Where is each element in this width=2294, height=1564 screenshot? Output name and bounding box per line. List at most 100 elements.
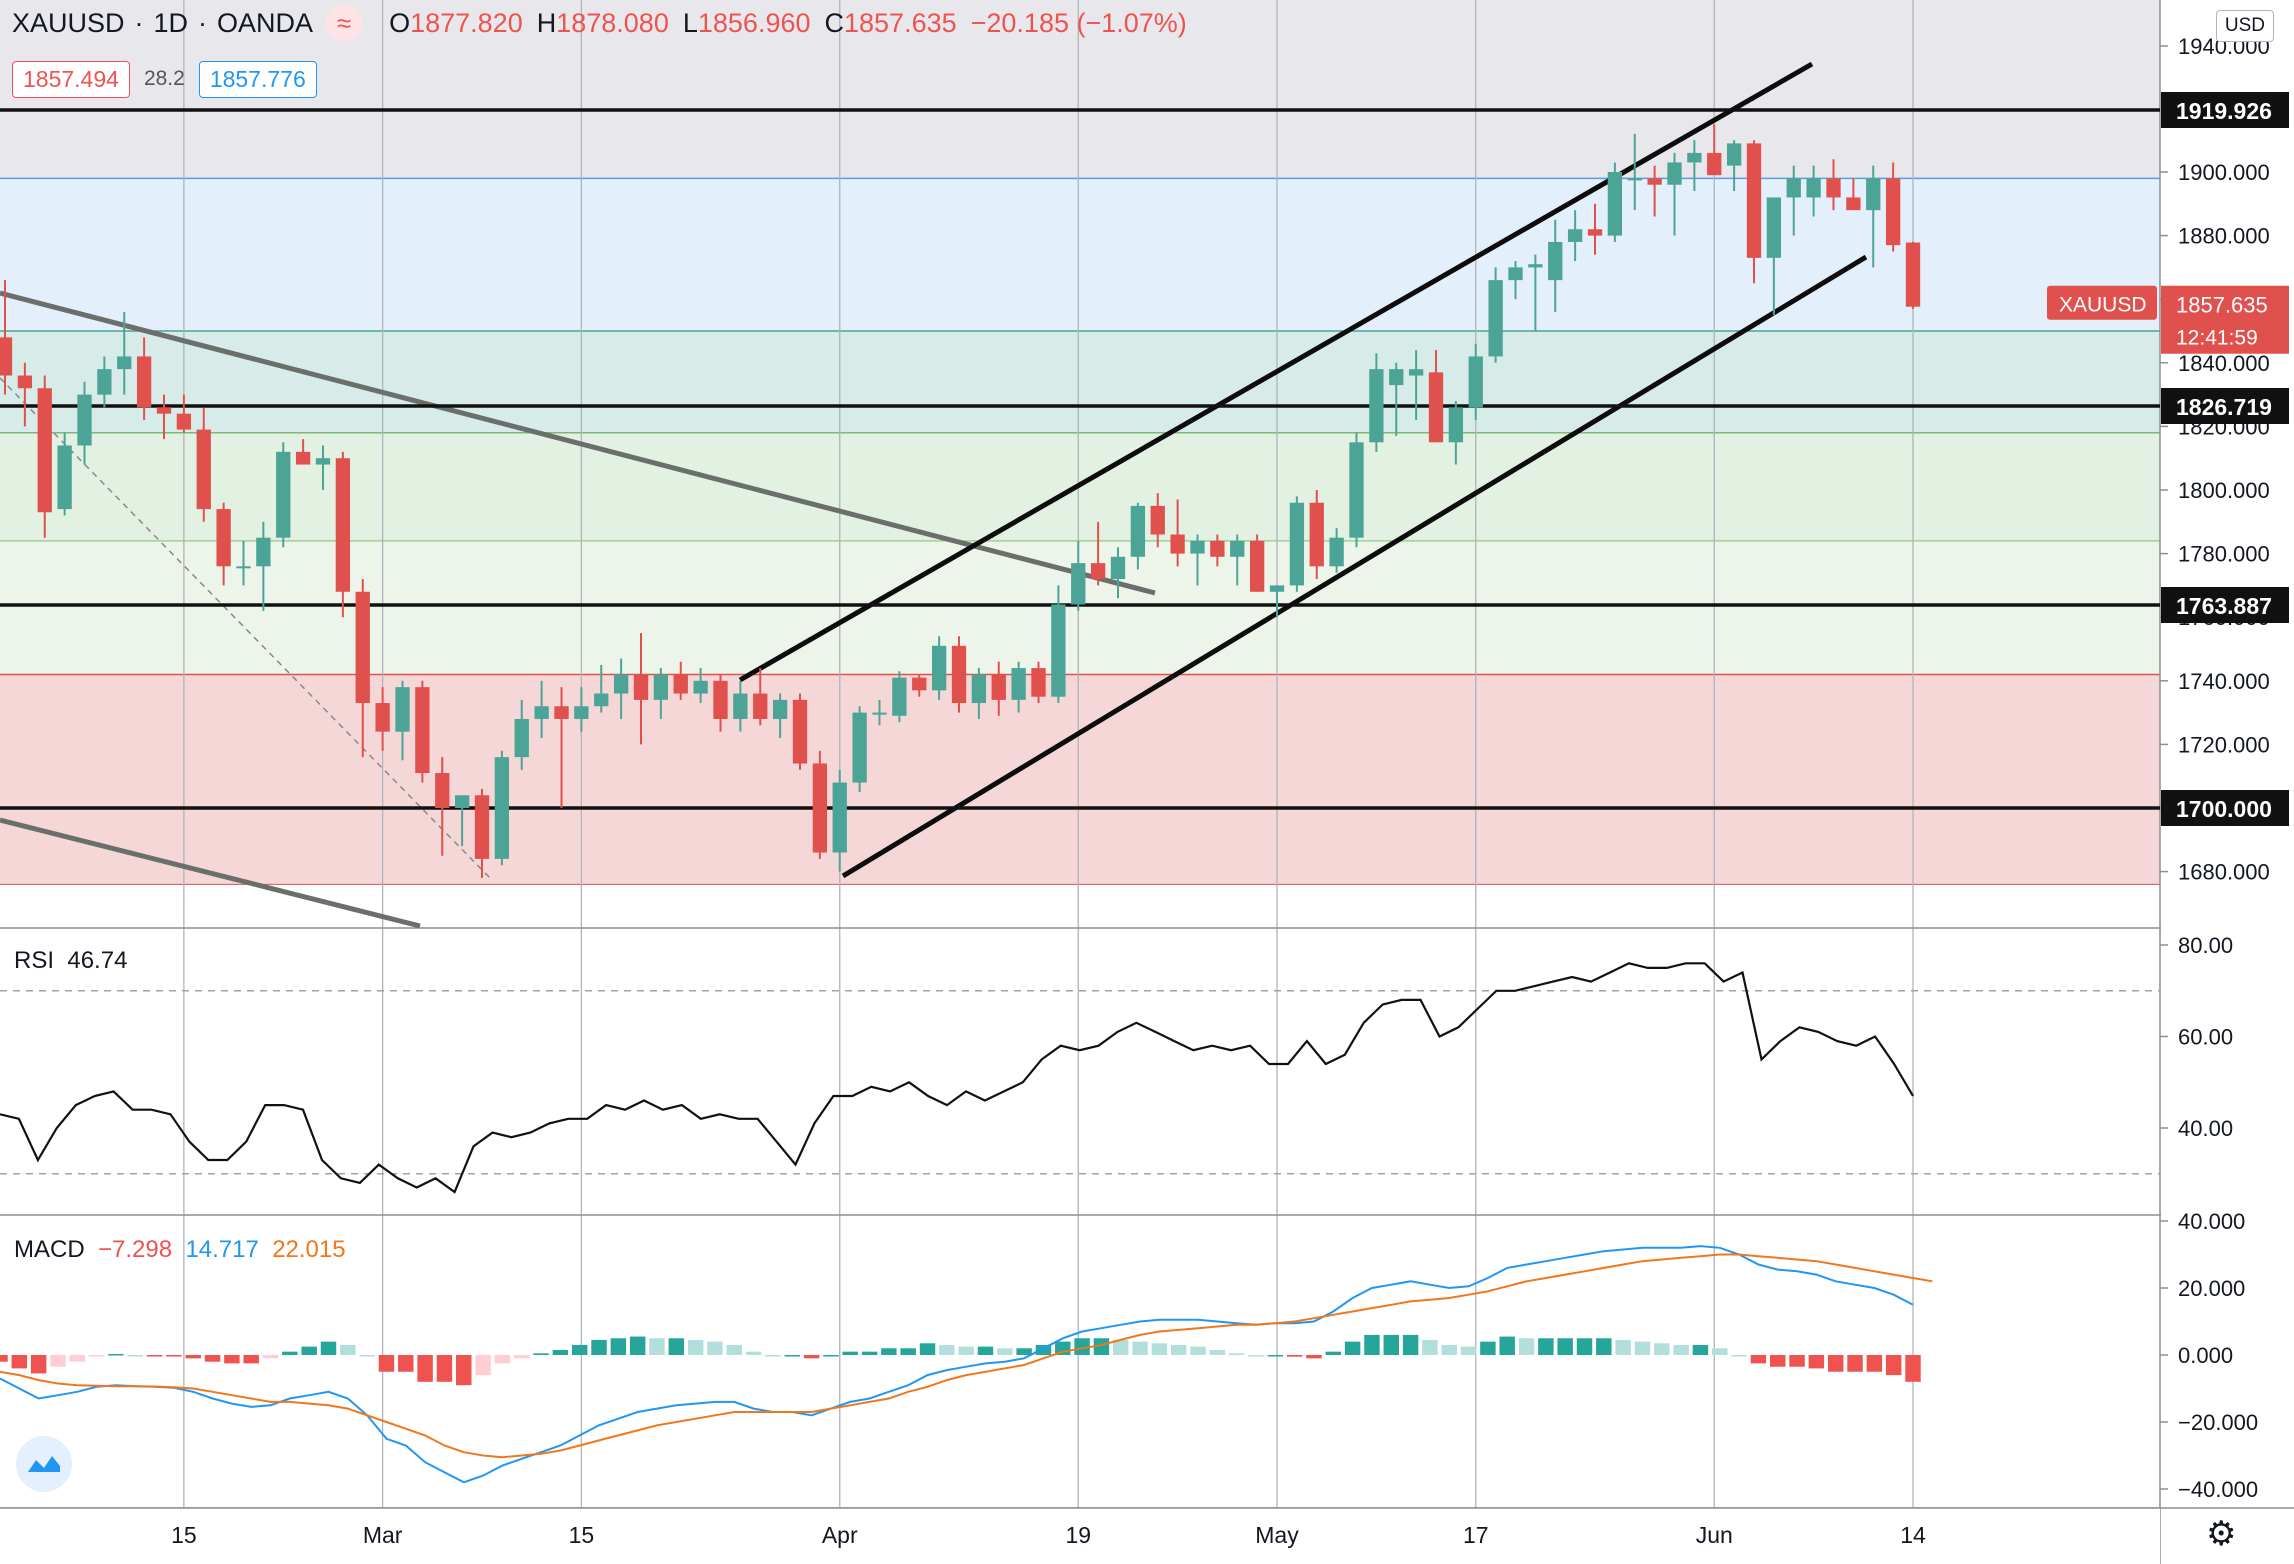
macd-histogram-bar xyxy=(823,1355,839,1357)
candle-body xyxy=(1667,162,1682,185)
macd-histogram-bar xyxy=(1770,1355,1786,1367)
candle-body xyxy=(1230,540,1245,557)
fib-band xyxy=(0,540,2160,675)
macd-histogram-bar xyxy=(687,1339,704,1355)
macd-histogram-bar xyxy=(1402,1334,1419,1355)
macd-histogram-bar xyxy=(243,1355,259,1364)
candle-body xyxy=(1726,143,1742,166)
candle-body xyxy=(733,693,748,719)
time-axis-label: 15 xyxy=(569,1522,595,1548)
candle-body xyxy=(792,699,808,764)
macd-histogram-bar xyxy=(1634,1341,1651,1355)
macd-pane xyxy=(0,1245,1933,1484)
macd-histogram-bar xyxy=(1267,1355,1284,1357)
rsi-tick-label: 60.00 xyxy=(2178,1025,2233,1050)
candle-body xyxy=(991,674,1006,700)
macd-histogram-bar xyxy=(745,1351,762,1355)
macd-tick-label: 20.000 xyxy=(2178,1276,2245,1301)
price-pane-bottom xyxy=(0,884,2160,928)
candle-body xyxy=(1786,178,1801,198)
macd-histogram-bar xyxy=(1673,1344,1689,1355)
macd-histogram-bar xyxy=(939,1344,955,1355)
candle-body xyxy=(37,388,52,513)
candle-body xyxy=(931,645,947,691)
close-value: 1857.635 xyxy=(844,7,957,38)
candle-body xyxy=(77,394,92,446)
macd-histogram-bar xyxy=(1132,1341,1148,1355)
level-label-text: 1919.926 xyxy=(2176,98,2272,124)
candle-body xyxy=(474,795,490,859)
candle-body xyxy=(1369,369,1384,443)
candle-body xyxy=(1707,152,1722,176)
macd-histogram-bar xyxy=(1692,1344,1709,1355)
candle-body xyxy=(1528,264,1543,268)
high-value: 1878.080 xyxy=(556,7,669,38)
macd-histogram-bar xyxy=(1228,1353,1245,1355)
candle-body xyxy=(335,458,351,592)
macd-histogram-bar xyxy=(69,1355,86,1362)
time-axis-label: Apr xyxy=(822,1522,858,1548)
macd-histogram-bar xyxy=(1441,1344,1457,1355)
level-label-text: 1700.000 xyxy=(2176,796,2272,822)
candle-body xyxy=(852,712,867,783)
macd-signal-value: 22.015 xyxy=(272,1236,346,1263)
macd-histogram-bar xyxy=(861,1351,878,1355)
macd-histogram-bar xyxy=(1035,1344,1052,1355)
candle-body xyxy=(136,356,152,408)
downtrend-line[interactable] xyxy=(0,290,1156,596)
candle-body xyxy=(256,537,271,567)
tradingview-logo-icon[interactable] xyxy=(16,1436,72,1492)
macd-histogram-bar xyxy=(301,1346,317,1355)
candle-body xyxy=(1349,442,1364,538)
candle-body xyxy=(812,763,828,853)
buy-button[interactable]: 1857.776 xyxy=(198,60,317,98)
macd-histogram-bar xyxy=(11,1355,28,1369)
interval-label[interactable]: 1D xyxy=(153,7,189,38)
candle-body xyxy=(1389,369,1404,386)
macd-histogram-bar xyxy=(1847,1355,1863,1372)
candle-body xyxy=(1627,178,1642,181)
dashed-projection-line[interactable] xyxy=(0,377,493,881)
trend-lines[interactable] xyxy=(0,61,1868,929)
level-label-box xyxy=(2161,92,2289,128)
macd-histogram-bar xyxy=(610,1338,627,1355)
sell-button[interactable]: 1857.494 xyxy=(12,60,130,98)
macd-histogram-bar xyxy=(1750,1355,1767,1364)
currency-button[interactable]: USD xyxy=(2215,10,2274,42)
symbol-name[interactable]: XAUUSD xyxy=(12,7,125,38)
macd-histogram-bar xyxy=(146,1355,163,1357)
lower-uptrend-line[interactable] xyxy=(841,254,1868,879)
candle-body xyxy=(0,337,13,376)
level-label-text: 1763.887 xyxy=(2176,593,2272,619)
candle-body xyxy=(872,712,887,715)
macd-histogram-bar xyxy=(417,1355,433,1382)
candle-body xyxy=(1408,369,1424,376)
macd-histogram-bar xyxy=(533,1353,549,1355)
macd-histogram-bar xyxy=(1383,1334,1400,1355)
candle-body xyxy=(594,693,609,707)
macd-tick-label: −40.000 xyxy=(2178,1477,2258,1502)
lower-channel-line[interactable] xyxy=(0,817,421,929)
gear-icon[interactable]: ⚙ xyxy=(2206,1515,2237,1553)
fib-band xyxy=(0,674,2160,885)
time-axis-label: 14 xyxy=(1900,1522,1926,1548)
macd-histogram-bar xyxy=(513,1355,530,1359)
macd-histogram-bar xyxy=(340,1344,356,1355)
macd-histogram-bar xyxy=(1808,1355,1825,1369)
upper-channel-line[interactable] xyxy=(738,61,1814,683)
macd-line xyxy=(0,1245,1914,1484)
candle-body xyxy=(395,687,410,732)
candle-body xyxy=(951,645,967,704)
candle-body xyxy=(415,687,430,774)
macd-histogram-bar xyxy=(88,1355,105,1357)
macd-histogram-bar xyxy=(204,1355,221,1362)
macd-histogram-bar xyxy=(1576,1338,1593,1355)
time-axis-label: Jun xyxy=(1696,1522,1733,1548)
macd-histogram-bar xyxy=(997,1348,1013,1355)
high-key: H xyxy=(536,7,557,38)
macd-histogram-bar xyxy=(1286,1355,1303,1357)
close-key: C xyxy=(824,7,845,38)
macd-tick-label: 0.000 xyxy=(2178,1343,2233,1368)
candle-body xyxy=(1746,143,1762,258)
